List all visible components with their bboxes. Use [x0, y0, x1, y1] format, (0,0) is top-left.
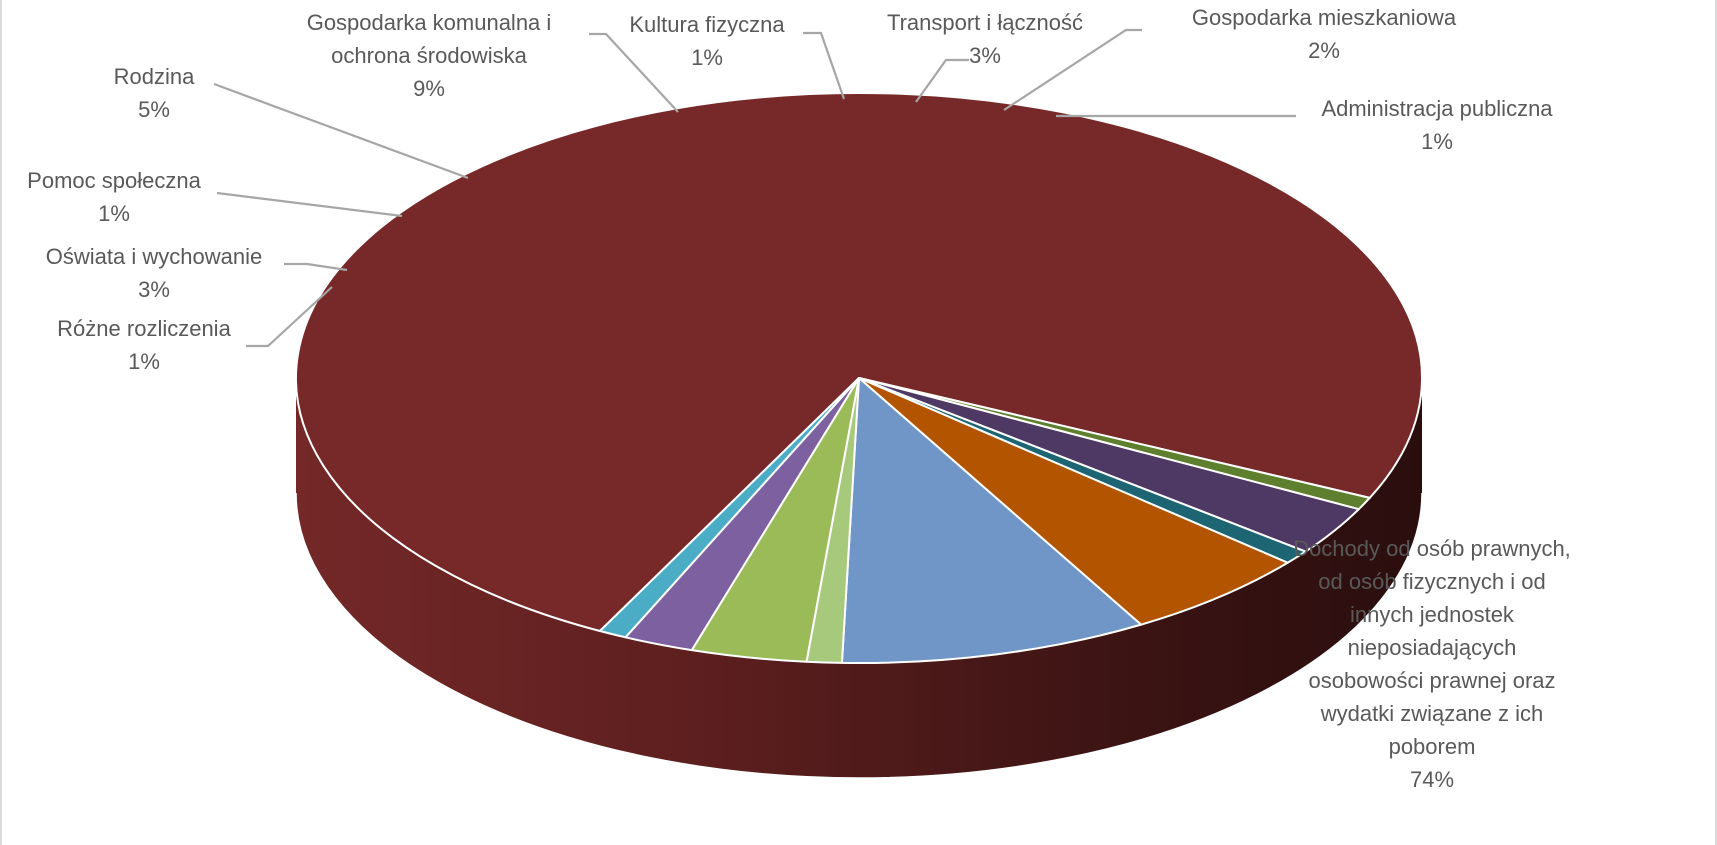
data-label-percent: 3% [969, 43, 1001, 68]
data-label-percent: 2% [1308, 38, 1340, 63]
data-label-text: wydatki związane z ich [1320, 701, 1544, 726]
leader-line-6 [803, 31, 846, 100]
data-label-text: Rodzina [114, 64, 195, 89]
pie-slices [295, 92, 1423, 664]
data-label-percent: 1% [98, 201, 130, 226]
data-label-5: Gospodarka komunalna i ochrona środowiska… [307, 10, 552, 101]
data-label-text: nieposiadających [1348, 635, 1517, 660]
leader-line-7 [915, 58, 969, 103]
data-label-2: Oświata i wychowanie 3% [46, 244, 262, 302]
data-label-text: Gospodarka komunalna i [307, 10, 552, 35]
data-label-percent: 9% [413, 76, 445, 101]
pie-side-wall [295, 378, 1423, 779]
data-label-text: od osób fizycznych i od [1318, 569, 1545, 594]
leader-line-5 [589, 32, 679, 113]
leader-line-4 [213, 82, 469, 180]
data-label-1: Różne rozliczenia 1% [57, 316, 231, 374]
data-label-text: innych jednostek [1350, 602, 1515, 627]
data-label-text: osobowości prawnej oraz [1308, 668, 1555, 693]
slice-5 [840, 377, 1143, 664]
leader-line-8 [1003, 28, 1142, 111]
data-label-percent: 1% [128, 349, 160, 374]
data-label-4: Rodzina 5% [114, 64, 195, 122]
data-label-percent: 3% [138, 277, 170, 302]
data-label-percent: 5% [138, 97, 170, 122]
data-label-percent: 1% [691, 45, 723, 70]
data-label-0: Dochody od osób prawnych, od osób fizyczn… [1293, 536, 1571, 792]
data-label-7: Transport i łączność 3% [887, 10, 1083, 68]
data-label-text: Oświata i wychowanie [46, 244, 262, 269]
data-label-text: Pomoc społeczna [27, 168, 201, 193]
data-label-text: Kultura fizyczna [629, 12, 785, 37]
data-label-text: ochrona środowiska [331, 43, 527, 68]
data-label-percent: 74% [1410, 767, 1454, 792]
data-label-3: Pomoc społeczna 1% [27, 168, 201, 226]
side-bottom-edge [295, 492, 1423, 779]
slice-side-0 [296, 378, 1422, 778]
data-label-percent: 1% [1421, 129, 1453, 154]
data-label-text: Dochody od osób prawnych, [1293, 536, 1571, 561]
data-label-text: Gospodarka mieszkaniowa [1192, 5, 1457, 30]
slice-4 [858, 377, 1289, 626]
leader-line-2 [284, 262, 348, 272]
data-labels: Dochody od osób prawnych, od osób fizyczn… [27, 5, 1571, 792]
data-label-text: poborem [1389, 734, 1476, 759]
leader-line-3 [216, 191, 403, 218]
data-label-text: Różne rozliczenia [57, 316, 231, 341]
data-label-text: Administracja publiczna [1321, 96, 1553, 121]
slice-9 [598, 377, 860, 639]
data-label-6: Kultura fizyczna 1% [629, 12, 785, 70]
leader-lines [213, 28, 1296, 348]
slice-0 [295, 92, 1423, 633]
data-label-text: Transport i łączność [887, 10, 1083, 35]
data-label-8: Gospodarka mieszkaniowa 2% [1192, 5, 1457, 63]
leader-line-1 [246, 286, 333, 348]
data-label-9: Administracja publiczna 1% [1321, 96, 1553, 154]
